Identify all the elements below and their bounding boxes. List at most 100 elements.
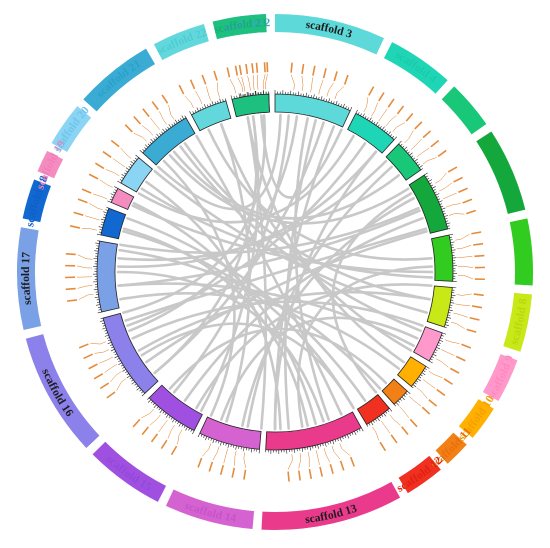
tick-mark — [344, 435, 347, 439]
gene-leader — [439, 182, 452, 192]
tick-mark — [419, 165, 423, 169]
tick-mark — [373, 121, 376, 125]
tick-mark — [403, 394, 406, 397]
tick-mark — [121, 173, 126, 177]
tick-mark — [105, 209, 109, 211]
gene-leader — [378, 108, 388, 122]
synteny-link — [153, 115, 258, 375]
gene-name-mark — [471, 231, 482, 235]
tick-mark — [168, 124, 172, 128]
synteny-link — [241, 196, 415, 427]
gene-name-mark — [471, 305, 483, 309]
tick-mark — [128, 166, 131, 169]
tick-mark — [393, 136, 398, 140]
scaffold-label-s21: scaffold 21 — [94, 58, 143, 101]
tick-mark — [403, 146, 408, 150]
tick-mark — [448, 312, 451, 314]
tick-mark — [435, 349, 438, 351]
tick-mark — [116, 358, 120, 360]
tick-mark — [212, 439, 215, 444]
tick-mark — [436, 346, 441, 350]
tick-mark — [205, 436, 208, 441]
tick-mark — [105, 332, 108, 334]
tick-mark — [429, 182, 432, 185]
gene-name-mark — [65, 252, 76, 256]
scaffold-segment-s8 — [503, 292, 533, 352]
tick-mark — [183, 425, 186, 429]
tick-mark — [340, 104, 342, 107]
tick-mark — [366, 117, 369, 120]
gene-leader — [237, 77, 244, 92]
chromosome-segment-s3 — [274, 93, 351, 128]
tick-mark — [125, 170, 128, 173]
gene-name-mark — [437, 149, 447, 157]
tick-mark — [335, 100, 338, 105]
gene-name-mark — [343, 74, 349, 85]
tick-mark — [415, 161, 419, 164]
tick-mark — [142, 149, 145, 152]
gene-leader — [262, 74, 266, 90]
gene-leader — [453, 312, 468, 318]
tick-mark — [428, 179, 432, 182]
gene-name-mark — [349, 456, 355, 467]
tick-mark — [144, 147, 147, 150]
tick-mark — [197, 433, 201, 438]
tick-mark — [319, 444, 322, 447]
tick-mark — [110, 193, 115, 196]
scaffold-segment-s11 — [435, 432, 467, 464]
gene-leader — [257, 74, 259, 90]
tick-mark — [100, 218, 105, 221]
tick-mark — [156, 133, 160, 138]
gene-leader — [455, 234, 470, 241]
tick-mark — [170, 417, 173, 420]
tick-mark — [250, 448, 253, 453]
tick-mark — [178, 422, 182, 427]
tick-mark — [374, 418, 377, 422]
tick-marks — [93, 90, 457, 454]
tick-mark — [94, 296, 99, 298]
tick-mark — [443, 213, 446, 215]
tick-mark — [364, 116, 367, 119]
tick-mark — [171, 123, 174, 127]
scaffold-segment-s4 — [383, 42, 448, 94]
tick-mark — [439, 203, 443, 205]
tick-mark — [100, 317, 104, 320]
tick-mark — [438, 342, 441, 344]
gene-name-mark — [453, 176, 463, 183]
tick-mark — [110, 196, 114, 198]
gene-leader — [422, 157, 437, 165]
scaffold-segment-s3 — [275, 14, 385, 55]
synteny-link — [246, 116, 268, 430]
gene-leader — [456, 245, 472, 250]
tick-mark — [211, 101, 214, 106]
tick-mark — [126, 375, 131, 379]
tick-mark — [219, 98, 222, 103]
gene-name-mark — [422, 130, 432, 139]
tick-mark — [103, 214, 107, 216]
tick-mark — [243, 447, 245, 452]
scaffold-segment-s18 — [22, 179, 51, 223]
tick-mark — [320, 96, 323, 101]
gene-leader — [287, 454, 293, 470]
tick-mark — [370, 421, 374, 426]
gene-name-mark — [201, 74, 207, 85]
gene-leader — [243, 452, 246, 468]
tick-mark — [338, 103, 340, 106]
synteny-link — [122, 227, 309, 427]
scaffold-segment-s5 — [441, 86, 487, 135]
tick-mark — [188, 428, 190, 431]
tick-mark — [107, 341, 112, 345]
tick-mark — [439, 339, 444, 342]
tick-mark — [417, 378, 421, 382]
gene-name-mark — [474, 254, 485, 258]
gene-leader — [410, 138, 422, 150]
tick-mark — [102, 325, 106, 327]
tick-mark — [447, 314, 451, 316]
tick-mark — [130, 160, 134, 164]
gene-leader — [301, 75, 304, 92]
tick-mark — [425, 175, 428, 178]
gene-name-mark — [301, 63, 305, 74]
gene-leader — [89, 203, 103, 211]
gene-leader — [455, 303, 471, 306]
gene-name-mark — [428, 399, 438, 407]
